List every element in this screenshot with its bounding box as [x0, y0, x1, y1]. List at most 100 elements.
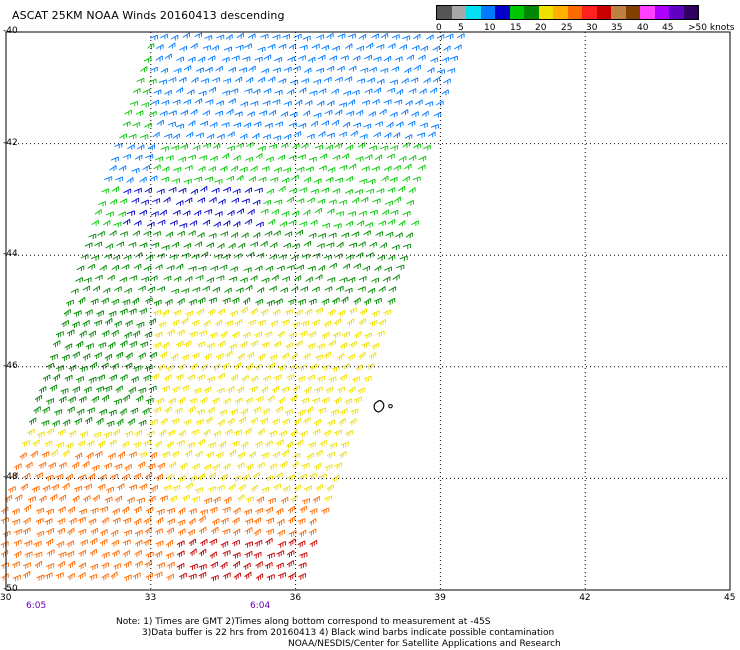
wind-barb: [269, 354, 278, 361]
wind-barb: [167, 121, 176, 128]
wind-barb: [200, 363, 209, 371]
wind-barb: [204, 176, 214, 182]
wind-barb: [317, 198, 326, 205]
wind-barb: [227, 131, 235, 138]
wind-barb: [160, 417, 168, 426]
wind-barb: [144, 297, 153, 305]
wind-barb: [290, 429, 298, 437]
wind-barb: [313, 462, 322, 470]
wind-barb: [277, 330, 285, 339]
wind-barb: [149, 452, 158, 460]
wind-barb: [49, 353, 58, 361]
wind-barb: [91, 464, 100, 472]
wind-barb: [316, 242, 325, 249]
wind-barb: [244, 218, 252, 225]
wind-barb: [262, 134, 271, 140]
wind-barb: [189, 363, 198, 371]
wind-barb: [202, 219, 210, 226]
wind-barb: [212, 463, 220, 471]
wind-barb: [55, 572, 64, 579]
wind-barb: [223, 46, 232, 52]
wind-barb: [132, 572, 141, 580]
wind-barb: [100, 362, 109, 370]
islet-outline: [388, 404, 393, 409]
wind-barb: [228, 343, 237, 351]
wind-barb: [76, 265, 85, 272]
wind-barb: [277, 529, 285, 537]
wind-barb: [148, 318, 157, 326]
wind-barb: [156, 562, 165, 569]
wind-barb: [66, 540, 75, 548]
wind-barb: [388, 286, 397, 293]
wind-barb: [288, 516, 296, 524]
wind-barb: [90, 507, 99, 514]
wind-barb: [368, 145, 377, 151]
wind-barb: [355, 156, 364, 162]
wind-barb: [75, 340, 84, 349]
wind-barb: [119, 408, 127, 416]
wind-barb: [250, 100, 259, 107]
wind-barb: [216, 34, 225, 40]
wind-barb: [143, 517, 152, 525]
wind-barb: [327, 309, 336, 317]
wind-barb: [84, 242, 93, 248]
wind-barb: [200, 185, 208, 192]
wind-barb: [58, 396, 67, 404]
wind-barb: [250, 484, 258, 493]
wind-barb: [244, 187, 252, 194]
wind-barb: [378, 319, 386, 327]
wind-barb: [175, 87, 184, 94]
wind-barb: [306, 452, 314, 460]
wind-barb: [369, 241, 377, 248]
wind-barb: [358, 241, 366, 248]
wind-barb: [153, 164, 161, 171]
wind-barb: [161, 385, 170, 392]
wind-barb: [50, 449, 58, 457]
wind-barb: [254, 187, 263, 193]
wind-barb: [202, 110, 210, 116]
wind-barb: [35, 517, 44, 525]
wind-barb: [222, 506, 231, 514]
wind-barb: [269, 242, 278, 249]
wind-barb: [348, 65, 357, 72]
wind-barb: [156, 119, 164, 126]
wind-barb: [406, 199, 414, 206]
wind-barb: [35, 507, 45, 515]
wind-barb: [206, 242, 214, 249]
wind-barb: [166, 518, 175, 525]
wind-barb: [301, 498, 311, 505]
wind-barb: [331, 365, 340, 373]
wind-barb: [273, 483, 281, 491]
wind-barb: [260, 240, 268, 247]
wind-barb: [188, 230, 196, 236]
wind-barb: [315, 483, 323, 492]
wind-barb: [154, 528, 163, 535]
wind-barb: [354, 331, 362, 339]
wind-barb: [292, 65, 301, 72]
wind-barb: [111, 329, 119, 337]
wind-barb: [221, 56, 230, 63]
wind-barb: [86, 407, 95, 414]
wind-barb: [233, 155, 241, 161]
wind-barb: [286, 441, 294, 449]
wind-barb: [122, 218, 131, 225]
wind-barb: [334, 462, 343, 470]
wind-barb: [156, 188, 165, 195]
lon-label-5: 45: [724, 593, 736, 603]
wind-barb: [87, 473, 96, 481]
wind-barb: [190, 188, 198, 195]
wind-barb: [197, 166, 206, 172]
wind-barb: [298, 55, 306, 61]
wind-barb: [187, 374, 195, 381]
wind-barb: [181, 385, 190, 392]
wind-barb: [332, 474, 340, 482]
wind-barb: [139, 483, 148, 491]
wind-barb: [111, 539, 119, 547]
wind-barb: [238, 416, 246, 424]
wind-barb: [215, 451, 224, 459]
wind-barb: [244, 571, 252, 580]
wind-barb: [309, 508, 318, 515]
wind-barb: [244, 43, 252, 49]
wind-barb: [449, 55, 458, 62]
